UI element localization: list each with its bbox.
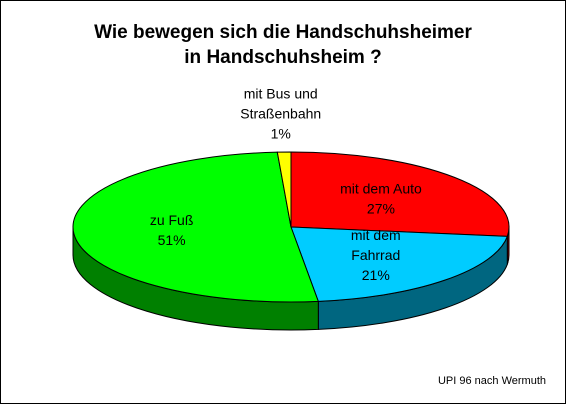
slice-label: zu Fuß (150, 212, 194, 228)
slice-label: mit dem Fahrrad (351, 227, 401, 263)
value-label: 27% (367, 200, 395, 216)
slice (290, 226, 508, 302)
value-label: 1% (271, 125, 291, 141)
value-label: 51% (158, 232, 186, 248)
chart-title: Wie bewegen sich die Handschuhsheimer in … (94, 22, 472, 68)
slice (276, 151, 292, 228)
annotation: UPI 96 nach Wermuth (438, 375, 546, 387)
slice-label: mit Bus und Straßenbahn (240, 85, 321, 121)
slice-label: mit dem Auto (340, 180, 422, 196)
slice (72, 151, 320, 303)
value-label: 21% (362, 267, 390, 283)
slice (290, 151, 510, 237)
